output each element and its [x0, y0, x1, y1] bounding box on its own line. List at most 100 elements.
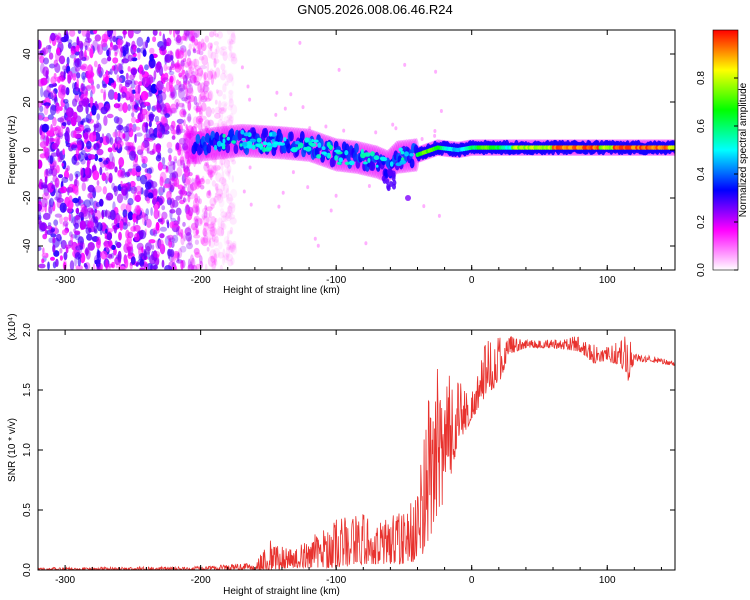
heatmap-noise-cell	[210, 69, 217, 79]
heatmap-noise-cell	[206, 169, 213, 176]
heatmap-noise-cell	[216, 193, 222, 201]
heatmap-noise-cell	[403, 62, 407, 67]
heatmap-noise-cell	[229, 33, 237, 44]
heatmap-noise-cell	[183, 133, 188, 141]
heatmap-noise-cell	[58, 106, 63, 112]
heatmap-noise-cell	[203, 119, 211, 130]
heatmap-noise-cell	[211, 165, 218, 174]
heatmap-noise-cell	[205, 263, 208, 270]
heatmap-noise-cell	[118, 63, 124, 74]
heatmap-noise-cell	[75, 173, 79, 180]
heatmap-noise-cell	[420, 137, 424, 141]
heatmap-noise-cell	[133, 46, 137, 53]
heatmap-noise-cell	[161, 156, 166, 166]
heatmap-noise-cell	[221, 69, 226, 75]
heatmap-noise-cell	[97, 63, 102, 75]
heatmap-noise-cell	[146, 36, 150, 43]
heatmap-band-peak	[313, 139, 319, 143]
heatmap-band-cell	[263, 127, 269, 138]
heatmap-noise-cell	[204, 97, 211, 102]
heatmap-noise-cell	[229, 243, 235, 253]
heatmap-noise-cell	[89, 47, 94, 59]
heatmap-noise-cell	[70, 50, 75, 56]
heatmap-noise-cell	[99, 198, 104, 207]
heatmap-noise-cell	[226, 114, 233, 120]
heatmap-noise-cell	[81, 98, 88, 107]
heatmap-noise-cell	[208, 237, 216, 248]
heatmap-noise-cell	[194, 65, 201, 71]
heatmap-noise-cell	[219, 158, 223, 166]
heatmap-noise-cell	[206, 190, 212, 199]
heatmap-noise-cell	[62, 148, 65, 156]
heatmap-noise-cell	[97, 263, 101, 270]
heatmap-noise-cell	[175, 226, 180, 236]
heatmap-noise-cell	[102, 160, 109, 165]
heatmap-noise-cell	[83, 199, 91, 208]
heatmap-noise-cell	[148, 111, 154, 122]
heatmap-noise-cell	[391, 122, 395, 127]
heatmap-noise-cell	[55, 258, 59, 268]
heatmap-noise-cell	[187, 225, 191, 231]
heatmap-noise-cell	[95, 201, 101, 208]
heatmap-noise-cell	[91, 105, 97, 116]
heatmap-noise-cell	[145, 245, 151, 255]
heatmap-noise-cell	[193, 123, 198, 129]
heatmap-noise-cell	[107, 89, 115, 100]
heatmap-noise-cell	[169, 84, 174, 93]
heatmap-noise-cell	[119, 48, 123, 58]
heatmap-plot-area	[38, 30, 675, 270]
heatmap-noise-cell	[107, 147, 113, 153]
heatmap-noise-cell	[202, 207, 208, 215]
heatmap-noise-cell	[160, 116, 167, 124]
heatmap-noise-cell	[118, 83, 123, 93]
heatmap-noise-cell	[226, 30, 232, 35]
heatmap-noise-cell	[167, 164, 174, 175]
heatmap-noise-cell	[129, 86, 133, 96]
heatmap-noise-cell	[177, 215, 181, 222]
heatmap-noise-cell	[109, 209, 116, 221]
heatmap-noise-cell	[137, 51, 141, 60]
heatmap-noise-cell	[49, 104, 57, 116]
heatmap-noise-cell	[226, 193, 233, 204]
heatmap-noise-cell	[195, 115, 203, 125]
heatmap-band-peak	[240, 129, 245, 135]
heatmap-noise-cell	[394, 126, 398, 131]
heatmap-noise-cell	[153, 142, 157, 154]
heatmap-noise-cell	[187, 66, 195, 75]
heatmap-noise-cell	[213, 238, 219, 247]
heatmap-noise-cell	[193, 58, 197, 70]
heatmap-noise-cell	[196, 174, 200, 179]
heatmap-noise-cell	[51, 142, 58, 150]
heatmap-band-peak	[317, 142, 322, 148]
heatmap-noise-cell	[210, 255, 216, 263]
heatmap-noise-cell	[213, 57, 217, 68]
heatmap-noise-cell	[124, 171, 130, 178]
heatmap-noise-cell	[216, 227, 225, 237]
heatmap-noise-cell	[62, 259, 68, 270]
heatmap-noise-cell	[49, 155, 54, 165]
heatmap-noise-cell	[161, 205, 166, 211]
heatmap-noise-cell	[78, 211, 84, 218]
heatmap-noise-cell	[159, 171, 167, 183]
heatmap-noise-cell	[228, 245, 234, 254]
heatmap-noise-cell	[75, 45, 80, 52]
heatmap-noise-cell	[155, 144, 161, 153]
heatmap-noise-cell	[41, 197, 48, 208]
heatmap-noise-cell	[248, 165, 252, 170]
heatmap-noise-cell	[175, 207, 182, 216]
heatmap-noise-cell	[216, 165, 221, 171]
heatmap-noise-cell	[171, 220, 179, 228]
heatmap-noise-cell	[180, 245, 187, 253]
heatmap-noise-cell	[59, 255, 64, 261]
heatmap-band-peak	[367, 157, 371, 163]
heatmap-noise-cell	[218, 47, 225, 56]
heatmap-noise-cell	[165, 168, 169, 174]
heatmap-noise-cell	[121, 91, 126, 98]
heatmap-band-peak	[389, 161, 394, 167]
heatmap-noise-cell	[159, 233, 165, 239]
heatmap-band-peak	[243, 132, 250, 137]
heatmap-noise-cell	[216, 89, 223, 97]
heatmap-noise-cell	[197, 82, 202, 94]
heatmap-noise-cell	[136, 205, 141, 216]
